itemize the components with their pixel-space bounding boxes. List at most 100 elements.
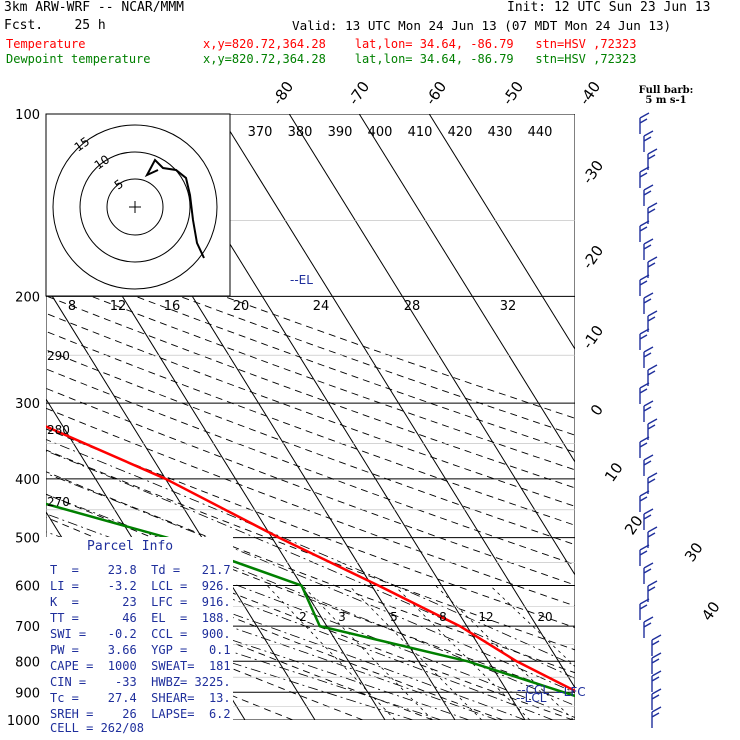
mixing-ratio-label: 20 [233,299,250,314]
wind-barb [639,598,650,620]
pressure-tick-label: 100 [15,108,40,123]
isotherm-line [428,114,575,350]
wind-barb [647,202,658,224]
wind-barb [639,382,650,404]
isotherm-line [218,114,575,689]
wind-barb [647,580,658,602]
isotherm-line [358,114,575,463]
temperature-label: Temperature [6,37,86,51]
dewpoint-line [46,502,575,698]
valid-time: Valid: 13 UTC Mon 24 Jun 13 (07 MDT Mon … [292,18,672,33]
wind-barb [643,508,654,530]
wind-barb [643,454,654,476]
isotherm-tick-label: 10 [601,459,627,485]
isotherm-tick-label: -50 [499,78,528,108]
moist-adiabat-line [46,592,442,720]
isotherm-line [46,285,316,720]
wind-barb [639,328,650,350]
barb-legend-line1: Full barb: [638,85,694,96]
mixing-ratio-label: 2 [299,610,307,624]
parcel-info-row: CIN = -33 HWBZ= 3225. [50,675,231,689]
annotation-label: --EL [290,273,313,287]
mixing-ratio-label: 32 [500,299,517,314]
theta-e-label: 410 [408,125,433,140]
mixing-ratio-label: 16 [164,299,181,314]
wind-barb [647,418,658,440]
isotherm-tick-label: -20 [579,242,608,272]
wind-barb [647,364,658,386]
pressure-tick-label: 400 [15,473,40,488]
temperature-location: x,y=820.72,364.28 lat,lon= 34.64, -86.79… [203,37,637,51]
theta-e-label: 390 [328,125,353,140]
pressure-tick-label: 1000 [7,714,40,729]
theta-e-label: 440 [528,125,553,140]
parcel-info-row: K = 23 LFC = 916. [50,595,231,609]
parcel-info-panel: Parcel Info T = 23.8 Td = 21.7 LI = -3.2… [45,537,233,735]
theta-e-label: 400 [368,125,393,140]
isotherm-tick-label: -30 [579,157,608,187]
parcel-info-row: Tc = 27.4 SHEAR= 13. [50,691,231,705]
parcel-info-row: CAPE = 1000 SWEAT= 181 [50,659,231,673]
wind-barb [639,112,650,134]
isotherm-tick-label: 30 [681,539,707,565]
pressure-tick-label: 600 [15,580,40,595]
isotherm-tick-label: -10 [579,322,608,352]
temperature-line [46,425,575,693]
pressure-tick-label: 500 [15,532,40,547]
mixing-ratio-label: 3 [338,610,346,624]
wind-barb [643,616,654,638]
wind-barb [639,544,650,566]
pressure-tick-label: 800 [15,655,40,670]
theta-label: 280 [47,423,70,437]
dewpoint-label: Dewpoint temperature [6,52,151,66]
theta-label: 290 [47,349,70,363]
hodograph-ring [52,124,218,290]
wind-barb [647,148,658,170]
wind-barb [639,436,650,458]
annotation-label: --LFC [555,685,586,699]
hodograph-ring [79,151,191,263]
init-time: Init: 12 UTC Sun 23 Jun 13 [507,0,711,15]
moist-adiabat-line [46,513,575,718]
hodograph-center-mark [129,201,141,213]
theta-label: 270 [47,495,70,509]
theta-e-label: 370 [248,125,273,140]
parcel-info-row: SWI = -0.2 CCL = 900. [50,627,231,641]
wind-barb [651,706,662,728]
parcel-info-row: TT = 46 EL = 188. [50,611,231,625]
moist-adiabat-line [46,493,575,707]
parcel-info-row: PW = 3.66 YGP = 0.1 [50,643,231,657]
mixing-ratio-label: 8 [439,610,447,624]
parcel-info-row: CELL = 262/08 [50,721,144,735]
hodograph-trace [144,158,205,259]
isotherm-tick-label: -40 [576,78,605,108]
wind-barb [639,166,650,188]
isotherm-tick-label: -60 [422,78,451,108]
mixing-ratio-line [348,585,483,720]
mixing-ratio-label: 5 [390,610,398,624]
model-title: 3km ARW-WRF -- NCAR/MMM [4,0,185,15]
wind-barb [639,220,650,242]
moist-adiabat-line [46,450,575,679]
wind-barb [651,634,662,656]
pressure-tick-label: 900 [15,686,40,701]
mixing-ratio-label: 12 [110,299,127,314]
mixing-ratio-label: 24 [313,299,330,314]
wind-barb [639,274,650,296]
isotherm-tick-label: 20 [621,512,647,538]
parcel-info-row: T = 23.8 Td = 21.7 [50,563,231,577]
annotation-label: --CCL [517,683,549,697]
theta-e-label: 430 [488,125,513,140]
mixing-ratio-label: 20 [537,610,552,624]
mixing-ratio-label: 12 [478,610,493,624]
isotherm-tick-label: 40 [698,598,724,624]
pressure-tick-label: 200 [15,290,40,305]
wind-barb [647,526,658,548]
forecast-hour: Fcst. 25 h [4,18,106,33]
mixing-ratio-label: 8 [68,299,76,314]
hodograph-ring [106,178,164,236]
barb-legend-line2: 5 m s-1 [645,95,687,106]
mixing-ratio-line [302,585,433,720]
parcel-info-row: SREH = 26 LAPSE= 6.2 [50,707,231,721]
